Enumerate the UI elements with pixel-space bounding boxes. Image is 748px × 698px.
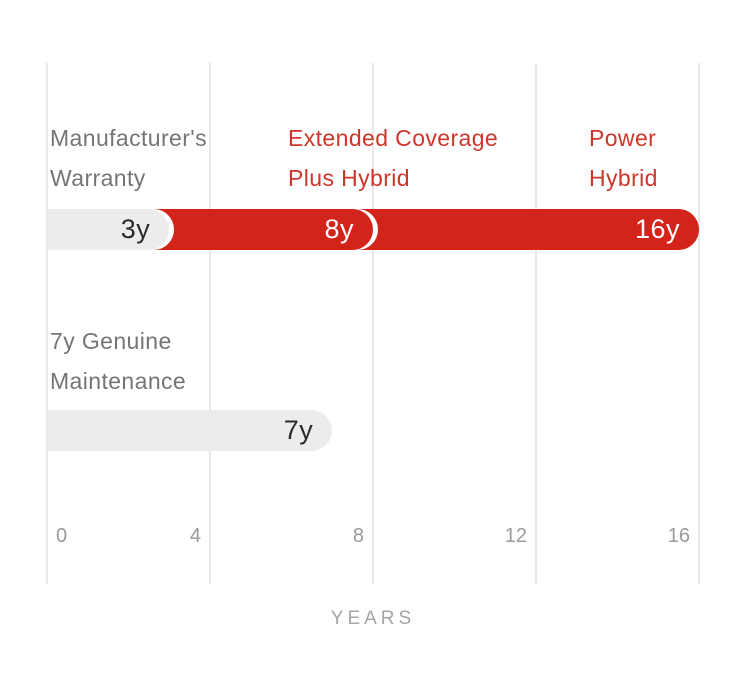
gridline-year-0 bbox=[46, 63, 48, 584]
bar-value-label: 3y bbox=[120, 214, 151, 244]
gridline-year-12 bbox=[535, 63, 537, 584]
series-label-line: Plus Hybrid bbox=[288, 165, 410, 191]
gridline-year-16 bbox=[698, 63, 700, 584]
bar-value-label: 8y bbox=[324, 214, 354, 244]
series-label-line: Hybrid bbox=[589, 165, 658, 191]
series-label-genuine-maintenance-0: 7y Genuine Maintenance bbox=[50, 321, 186, 401]
series-label-warranty-coverage-0: Manufacturer's Warranty bbox=[50, 118, 207, 198]
bar-segment-manufacturers-warranty: 3y bbox=[47, 209, 170, 250]
x-tick-8: 8 bbox=[352, 525, 364, 547]
series-label-line: Warranty bbox=[50, 165, 146, 191]
bar-value-label: 16y bbox=[634, 214, 680, 244]
x-tick-4: 4 bbox=[189, 525, 201, 547]
series-label-line: Maintenance bbox=[50, 368, 187, 394]
series-label-line: 7y Genuine bbox=[50, 328, 172, 354]
gridline-year-8 bbox=[372, 63, 374, 584]
series-label-warranty-coverage-2: Power Hybrid bbox=[589, 118, 658, 198]
bar-value-label: 7y bbox=[283, 415, 314, 445]
x-axis-title: YEARS bbox=[330, 608, 416, 629]
gridline-year-4 bbox=[209, 63, 211, 584]
x-tick-0: 0 bbox=[56, 525, 68, 547]
series-label-line: Extended Coverage bbox=[288, 125, 499, 151]
series-label-warranty-coverage-1: Extended Coverage Plus Hybrid bbox=[288, 118, 498, 198]
x-tick-16: 16 bbox=[667, 525, 690, 547]
series-label-line: Power bbox=[589, 125, 657, 151]
series-label-line: Manufacturer's bbox=[50, 125, 207, 151]
x-tick-12: 12 bbox=[504, 525, 527, 547]
bar-segment-genuine-maintenance: 7y bbox=[47, 410, 333, 451]
